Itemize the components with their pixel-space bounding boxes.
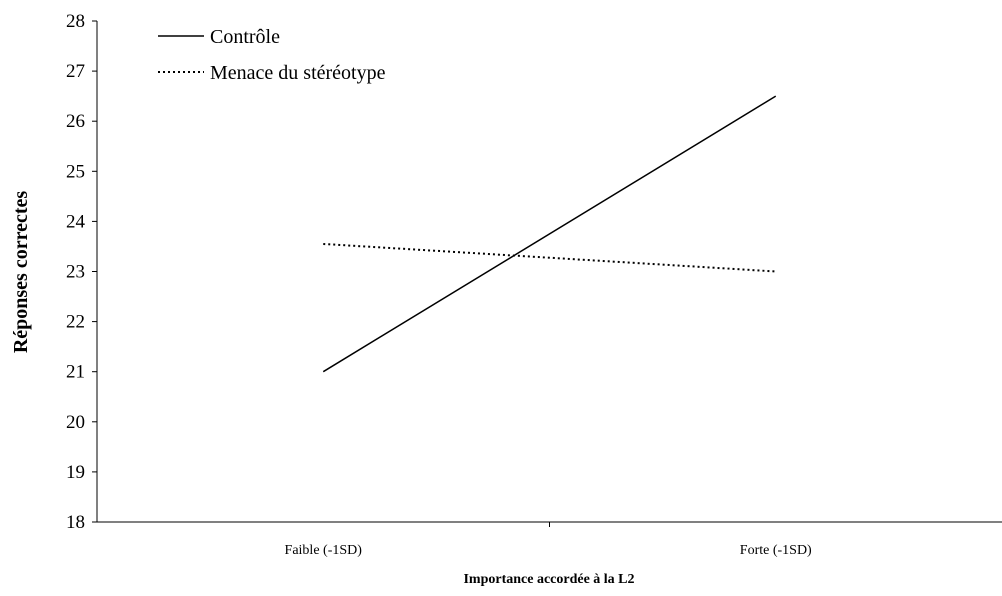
y-axis-title: Réponses correctes bbox=[10, 191, 32, 354]
x-category-label: Forte (-1SD) bbox=[740, 543, 812, 558]
series-line-controle bbox=[322, 95, 777, 373]
y-tick-label: 18 bbox=[66, 512, 85, 533]
legend-label: Menace du stéréotype bbox=[210, 62, 386, 84]
y-tick-label: 21 bbox=[66, 362, 85, 383]
y-axis-ticks: 18 19 20 21 22 23 24 25 26 27 28 bbox=[66, 11, 97, 533]
x-axis-categories: Faible (-1SD) Forte (-1SD) bbox=[285, 522, 812, 558]
legend: Contrôle Menace du stéréotype bbox=[158, 26, 386, 84]
y-tick-label: 23 bbox=[66, 262, 85, 283]
y-tick-label: 27 bbox=[66, 61, 85, 82]
series-lines bbox=[322, 95, 777, 373]
legend-label: Contrôle bbox=[210, 26, 280, 48]
y-tick-label: 19 bbox=[66, 462, 85, 483]
y-tick-label: 25 bbox=[66, 161, 85, 182]
series-line-menace bbox=[323, 242, 776, 273]
y-tick-label: 24 bbox=[66, 211, 86, 232]
x-axis-title: Importance accordée à la L2 bbox=[463, 572, 634, 587]
y-tick-label: 26 bbox=[66, 111, 85, 132]
y-tick-label: 28 bbox=[66, 11, 85, 32]
y-tick-label: 22 bbox=[66, 312, 85, 333]
axes bbox=[96, 21, 1002, 523]
x-category-label: Faible (-1SD) bbox=[285, 543, 363, 558]
y-tick-label: 20 bbox=[66, 412, 85, 433]
